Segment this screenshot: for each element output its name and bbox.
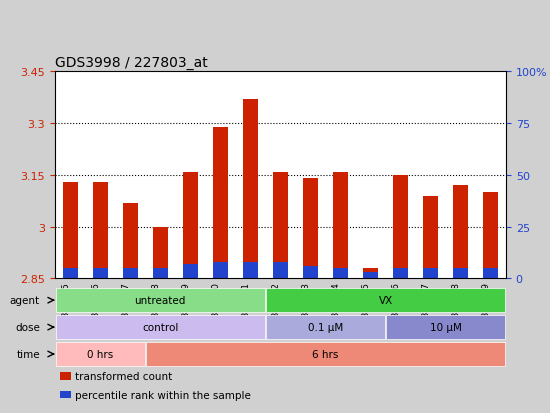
FancyBboxPatch shape (386, 315, 505, 339)
Bar (483, 268, 498, 279)
Bar (424, 196, 438, 279)
Bar (63, 268, 78, 279)
Bar (393, 176, 408, 279)
Bar (303, 266, 318, 279)
Text: untreated: untreated (135, 295, 186, 306)
Bar (273, 262, 288, 279)
FancyBboxPatch shape (56, 315, 265, 339)
Bar (273, 172, 288, 279)
Text: agent: agent (10, 295, 40, 306)
Bar (183, 264, 198, 279)
Text: control: control (142, 322, 178, 332)
Bar (92, 183, 108, 279)
Bar (63, 183, 78, 279)
Text: 0.1 μM: 0.1 μM (308, 322, 343, 332)
Bar (363, 273, 378, 279)
Bar (183, 172, 198, 279)
Text: 6 hrs: 6 hrs (312, 349, 339, 359)
Bar (393, 268, 408, 279)
Text: GDS3998 / 227803_at: GDS3998 / 227803_at (55, 56, 208, 70)
Bar (59, 391, 71, 399)
Bar (123, 203, 138, 279)
Text: 10 μM: 10 μM (430, 322, 462, 332)
FancyBboxPatch shape (146, 342, 505, 366)
FancyBboxPatch shape (56, 342, 145, 366)
Text: VX: VX (378, 295, 393, 306)
Bar (243, 100, 258, 279)
Bar (333, 268, 348, 279)
Text: 0 hrs: 0 hrs (87, 349, 113, 359)
Bar (243, 262, 258, 279)
Text: time: time (16, 349, 40, 359)
FancyBboxPatch shape (56, 288, 265, 313)
Bar (453, 268, 469, 279)
Bar (363, 268, 378, 279)
Bar (453, 186, 469, 279)
Bar (92, 268, 108, 279)
Bar (303, 179, 318, 279)
Bar (153, 268, 168, 279)
Text: percentile rank within the sample: percentile rank within the sample (75, 390, 251, 400)
FancyBboxPatch shape (266, 315, 385, 339)
Bar (153, 227, 168, 279)
Bar (59, 373, 71, 380)
Text: dose: dose (15, 322, 40, 332)
FancyBboxPatch shape (266, 288, 505, 313)
Bar (213, 262, 228, 279)
Bar (213, 127, 228, 279)
Bar (483, 193, 498, 279)
Bar (123, 268, 138, 279)
Bar (333, 172, 348, 279)
Bar (424, 268, 438, 279)
Text: transformed count: transformed count (75, 371, 173, 381)
